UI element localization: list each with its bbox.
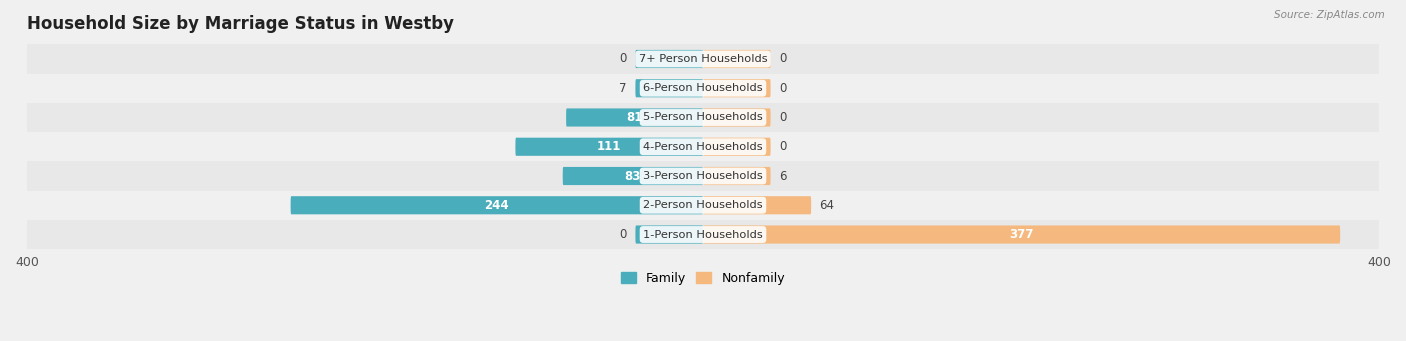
FancyBboxPatch shape — [703, 167, 770, 185]
Text: 6: 6 — [779, 169, 786, 182]
FancyBboxPatch shape — [703, 196, 811, 214]
Text: 83: 83 — [624, 169, 641, 182]
Bar — [27, 220, 1379, 249]
FancyBboxPatch shape — [703, 138, 770, 156]
Text: 3-Person Households: 3-Person Households — [643, 171, 763, 181]
FancyBboxPatch shape — [703, 108, 770, 127]
Bar — [27, 74, 1379, 103]
Text: 5-Person Households: 5-Person Households — [643, 113, 763, 122]
Text: 111: 111 — [598, 140, 621, 153]
Text: 0: 0 — [779, 53, 786, 65]
FancyBboxPatch shape — [291, 196, 703, 214]
Text: 7+ Person Households: 7+ Person Households — [638, 54, 768, 64]
FancyBboxPatch shape — [703, 225, 1340, 243]
FancyBboxPatch shape — [703, 79, 770, 97]
Text: 244: 244 — [485, 199, 509, 212]
Legend: Family, Nonfamily: Family, Nonfamily — [616, 267, 790, 290]
Bar — [27, 103, 1379, 132]
Text: 7: 7 — [620, 82, 627, 95]
Text: 0: 0 — [779, 111, 786, 124]
Bar — [27, 161, 1379, 191]
Text: 0: 0 — [779, 140, 786, 153]
Text: 6-Person Households: 6-Person Households — [643, 83, 763, 93]
Bar — [27, 191, 1379, 220]
Text: 81: 81 — [626, 111, 643, 124]
Text: 2-Person Households: 2-Person Households — [643, 200, 763, 210]
Text: 4-Person Households: 4-Person Households — [643, 142, 763, 152]
Bar — [27, 44, 1379, 74]
Text: 1-Person Households: 1-Person Households — [643, 229, 763, 239]
Text: 0: 0 — [620, 228, 627, 241]
Text: 64: 64 — [820, 199, 835, 212]
FancyBboxPatch shape — [636, 225, 703, 243]
Bar — [27, 132, 1379, 161]
Text: 377: 377 — [1010, 228, 1033, 241]
FancyBboxPatch shape — [562, 167, 703, 185]
FancyBboxPatch shape — [567, 108, 703, 127]
FancyBboxPatch shape — [516, 138, 703, 156]
FancyBboxPatch shape — [636, 50, 703, 68]
Text: Household Size by Marriage Status in Westby: Household Size by Marriage Status in Wes… — [27, 15, 454, 33]
Text: 0: 0 — [779, 82, 786, 95]
FancyBboxPatch shape — [636, 79, 703, 97]
Text: 0: 0 — [620, 53, 627, 65]
FancyBboxPatch shape — [703, 50, 770, 68]
Text: Source: ZipAtlas.com: Source: ZipAtlas.com — [1274, 10, 1385, 20]
